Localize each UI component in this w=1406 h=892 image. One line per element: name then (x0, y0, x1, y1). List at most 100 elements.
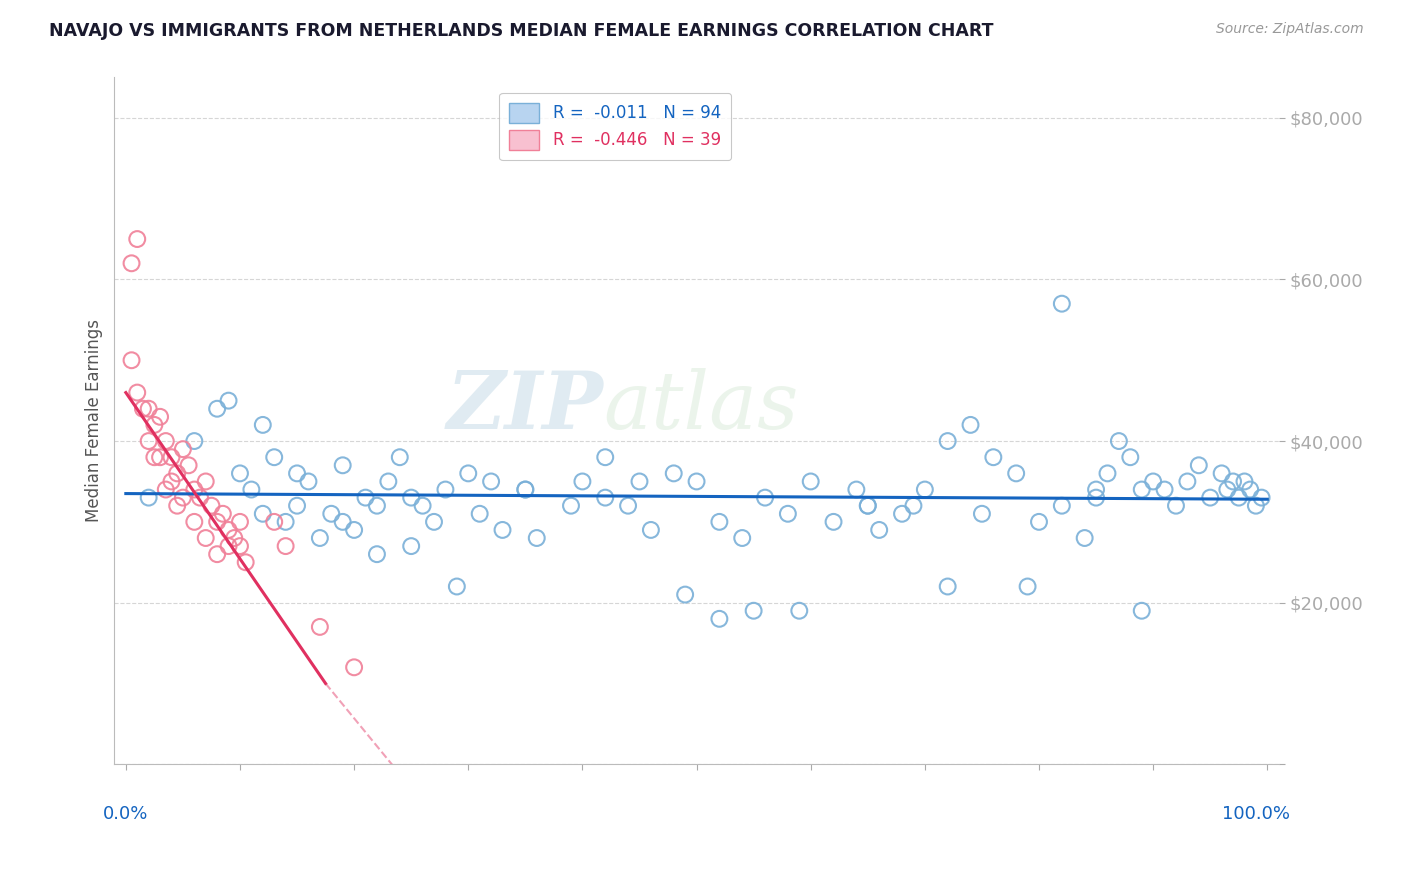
Point (1130, 483, 1153, 497)
Text: 0.0%: 0.0% (103, 805, 148, 823)
Point (673, 588, 696, 602)
Point (1177, 475, 1199, 489)
Point (377, 475, 399, 489)
Point (252, 417, 274, 432)
Legend: R =  -0.011   N = 94, R =  -0.446   N = 39: R = -0.011 N = 94, R = -0.446 N = 39 (499, 93, 731, 160)
Point (309, 531, 332, 545)
Point (640, 523, 662, 537)
Point (252, 507, 274, 521)
Text: 100.0%: 100.0% (1222, 805, 1291, 823)
Point (1017, 580, 1039, 594)
Point (936, 434, 959, 448)
Text: Source: ZipAtlas.com: Source: ZipAtlas.com (1216, 22, 1364, 37)
Point (127, 232, 149, 246)
Point (132, 401, 155, 416)
Point (229, 539, 252, 553)
Point (891, 507, 914, 521)
Point (1222, 475, 1244, 489)
Point (205, 515, 228, 529)
Point (1216, 483, 1239, 497)
Point (205, 547, 228, 561)
Point (343, 523, 366, 537)
Text: ZIP: ZIP (447, 368, 603, 446)
Point (709, 515, 731, 529)
Point (1108, 434, 1130, 448)
Point (457, 467, 479, 481)
Point (423, 515, 446, 529)
Point (172, 442, 194, 457)
Point (1188, 458, 1211, 473)
Point (1164, 499, 1187, 513)
Point (343, 660, 366, 674)
Point (388, 450, 411, 465)
Point (903, 499, 925, 513)
Point (229, 515, 252, 529)
Point (183, 434, 205, 448)
Point (1097, 467, 1119, 481)
Point (662, 467, 685, 481)
Point (571, 475, 593, 489)
Point (1239, 483, 1261, 497)
Point (332, 458, 354, 473)
Point (1244, 499, 1267, 513)
Point (1073, 531, 1095, 545)
Point (366, 499, 388, 513)
Point (709, 612, 731, 626)
Point (240, 483, 263, 497)
Point (399, 491, 422, 505)
Point (332, 515, 354, 529)
Point (200, 499, 222, 513)
Point (297, 475, 319, 489)
Point (1199, 491, 1222, 505)
Point (138, 434, 160, 448)
Point (593, 491, 616, 505)
Point (412, 499, 434, 513)
Point (172, 491, 194, 505)
Point (560, 499, 582, 513)
Point (845, 483, 868, 497)
Point (229, 467, 252, 481)
Point (205, 401, 228, 416)
Point (515, 483, 537, 497)
Point (218, 539, 240, 553)
Point (121, 353, 143, 368)
Point (515, 483, 537, 497)
Point (274, 539, 297, 553)
Point (155, 483, 177, 497)
Point (1227, 491, 1250, 505)
Point (177, 458, 200, 473)
Point (800, 475, 823, 489)
Point (936, 580, 959, 594)
Point (149, 450, 172, 465)
Point (617, 499, 640, 513)
Point (1050, 499, 1073, 513)
Point (776, 507, 799, 521)
Point (1085, 483, 1108, 497)
Point (1233, 475, 1256, 489)
Point (366, 547, 388, 561)
Point (1005, 467, 1028, 481)
Point (1142, 475, 1164, 489)
Point (983, 450, 1005, 465)
Point (1153, 483, 1175, 497)
Point (321, 507, 343, 521)
Point (143, 450, 166, 465)
Point (166, 467, 188, 481)
Text: atlas: atlas (603, 368, 799, 446)
Point (685, 475, 707, 489)
Point (468, 507, 491, 521)
Point (1028, 515, 1050, 529)
Point (970, 507, 993, 521)
Point (212, 507, 235, 521)
Point (166, 499, 188, 513)
Point (787, 604, 810, 618)
Point (823, 515, 845, 529)
Point (959, 417, 981, 432)
Point (138, 491, 160, 505)
Point (160, 450, 183, 465)
Point (194, 475, 217, 489)
Point (218, 393, 240, 408)
Point (121, 256, 143, 270)
Point (224, 531, 246, 545)
Point (285, 499, 308, 513)
